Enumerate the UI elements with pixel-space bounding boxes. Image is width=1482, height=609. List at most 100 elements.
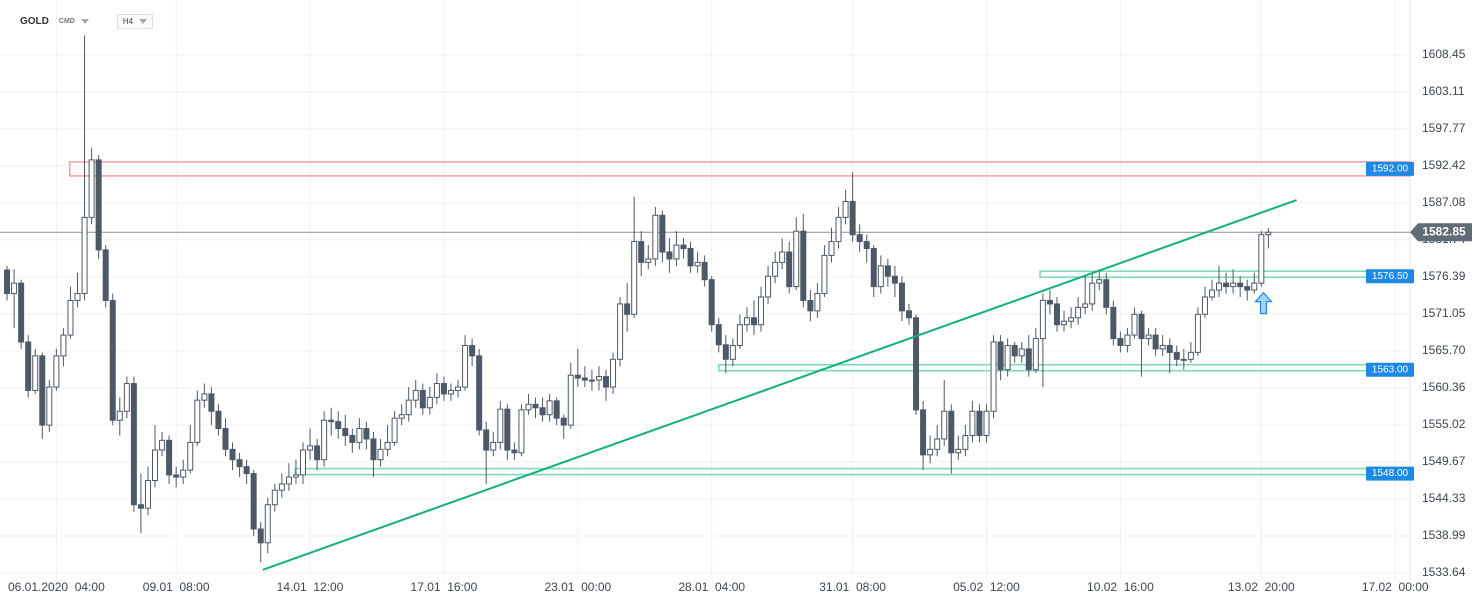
- candle-body: [4, 269, 11, 295]
- candle-body: [1004, 344, 1011, 371]
- y-tick-label: 1592.42: [1422, 158, 1466, 172]
- candle-body: [694, 261, 701, 267]
- y-tick-label: 1603.11: [1422, 84, 1465, 98]
- candle-body: [1237, 282, 1244, 288]
- candle-body: [440, 383, 447, 395]
- candle-body: [863, 241, 870, 250]
- candle-body: [299, 449, 306, 476]
- candle-body: [793, 230, 800, 288]
- candle-body: [525, 403, 532, 411]
- candle-body: [95, 159, 102, 251]
- x-tick-label: 17.01 16:00: [411, 580, 478, 594]
- candle-body: [11, 282, 18, 295]
- candle-body: [722, 344, 729, 360]
- candle-body: [927, 448, 934, 456]
- candle-body: [1075, 306, 1082, 319]
- candle-body: [779, 251, 786, 263]
- candle-body: [497, 408, 504, 443]
- candle-body: [518, 409, 525, 454]
- candle-body: [1251, 282, 1258, 291]
- candle-body: [1068, 317, 1075, 322]
- candle-body: [574, 374, 581, 379]
- interval-dropdown[interactable]: [139, 19, 148, 24]
- symbol: GOLD: [20, 16, 49, 27]
- candle-body: [652, 214, 659, 260]
- zone-label: 1592.00: [1372, 164, 1409, 175]
- y-tick-label: 1587.08: [1422, 195, 1466, 209]
- candle-body: [335, 421, 342, 430]
- candle-body: [1082, 303, 1089, 308]
- candle-body: [1230, 282, 1237, 288]
- interval[interactable]: H4: [122, 17, 134, 26]
- candle-body: [1025, 348, 1032, 371]
- candle-body: [1159, 344, 1166, 350]
- y-tick-label: 1555.02: [1422, 417, 1466, 431]
- zone-label: 1576.50: [1372, 271, 1409, 282]
- x-tick-label: 13.02 20:00: [1228, 580, 1295, 594]
- candle-body: [173, 474, 180, 478]
- candle-body: [920, 409, 927, 456]
- candle-body: [278, 483, 285, 491]
- candle-body: [687, 248, 694, 267]
- candle-body: [814, 293, 821, 312]
- candle-body: [511, 449, 518, 454]
- y-tick-label: 1597.77: [1422, 121, 1466, 135]
- candle-body: [384, 441, 391, 450]
- candle-body: [243, 466, 250, 475]
- y-tick-label: 1538.99: [1422, 528, 1466, 542]
- candle-body: [208, 393, 215, 412]
- candle-body: [1194, 313, 1201, 353]
- candle-body: [736, 324, 743, 346]
- candle-body: [74, 293, 81, 301]
- candle-body: [856, 234, 863, 243]
- market-selector[interactable]: CMD: [58, 18, 75, 25]
- y-tick-label: 1533.64: [1422, 565, 1466, 579]
- candle-body: [948, 410, 955, 454]
- y-tick-label: 1544.33: [1422, 491, 1466, 505]
- signal-arrow: [1254, 291, 1273, 315]
- candle-body: [758, 296, 765, 326]
- candle-body: [1103, 279, 1110, 308]
- candle-body: [1187, 351, 1194, 360]
- candle-body: [187, 441, 194, 471]
- market-dropdown[interactable]: [80, 19, 89, 24]
- candle-body: [229, 448, 236, 461]
- candle-body: [786, 251, 793, 288]
- candle-body: [800, 230, 807, 301]
- candle-body: [1138, 313, 1145, 340]
- candle-body: [455, 386, 462, 391]
- candle-body: [412, 389, 419, 401]
- candle-body: [546, 400, 553, 416]
- x-tick-label: 17.02 00:00: [1362, 580, 1429, 594]
- candle-body: [1201, 296, 1208, 315]
- candle-body: [1166, 344, 1173, 353]
- candle-body: [109, 299, 116, 421]
- candle-body: [490, 441, 497, 451]
- zone: [68, 161, 1411, 177]
- candle-body: [891, 275, 898, 284]
- candle-body: [321, 419, 328, 461]
- candle-body: [180, 469, 187, 478]
- candle-body: [1223, 282, 1230, 288]
- candle-body: [567, 374, 574, 426]
- candle-body: [201, 393, 208, 401]
- candle-body: [292, 474, 299, 478]
- price-badge: [1410, 223, 1472, 242]
- candle-body: [166, 439, 173, 476]
- candle-body: [264, 504, 271, 544]
- candle-body: [1180, 358, 1187, 361]
- candle-body: [1046, 299, 1053, 305]
- interval-selector[interactable]: H4: [116, 14, 154, 29]
- candle-body: [532, 403, 539, 409]
- candle-body: [419, 389, 426, 409]
- candle-body: [215, 410, 222, 430]
- candle-body: [433, 383, 440, 398]
- candle-body: [271, 489, 278, 506]
- candle-body: [743, 317, 750, 326]
- candle-body: [553, 400, 560, 419]
- candle-body: [18, 282, 25, 343]
- current-price-label: 1582.85: [1422, 224, 1466, 238]
- candle-body: [250, 473, 257, 530]
